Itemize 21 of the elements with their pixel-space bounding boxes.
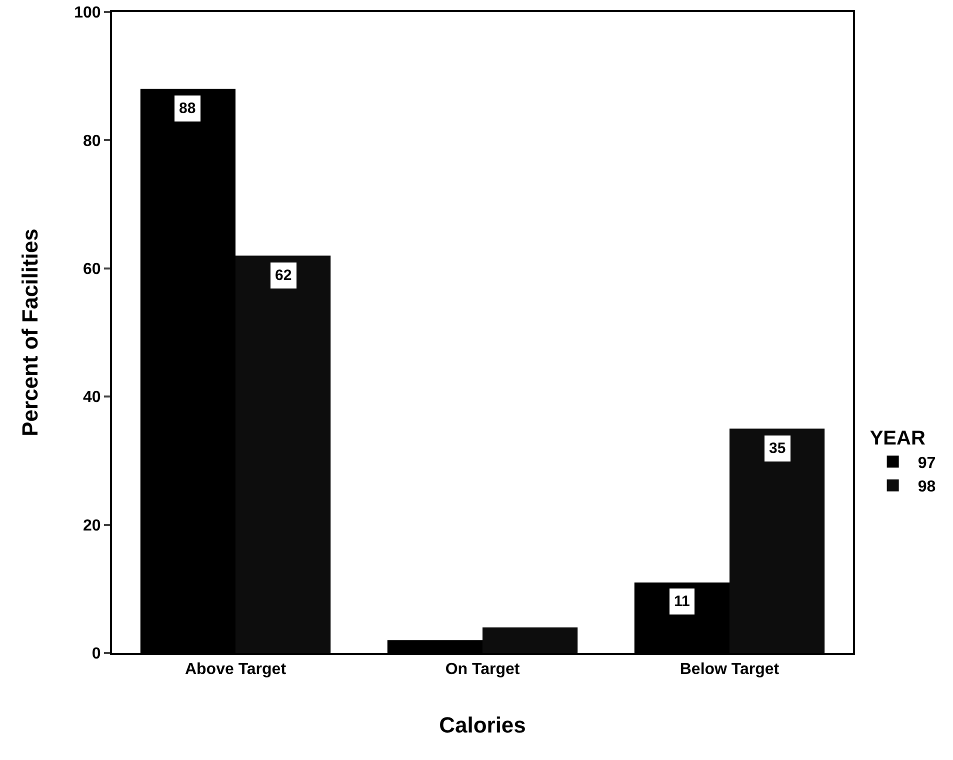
x-tick-label: On Target (445, 661, 520, 678)
data-label: 88 (179, 100, 196, 117)
data-label: 35 (769, 440, 786, 457)
legend-label: 98 (918, 478, 936, 496)
x-tick-label: Below Target (680, 661, 780, 678)
y-tick-label: 100 (74, 4, 101, 22)
bar (236, 256, 331, 653)
data-label: 62 (275, 267, 292, 284)
bar (482, 627, 578, 653)
y-tick-label: 80 (83, 132, 101, 150)
legend-title: YEAR (870, 428, 926, 450)
bar (730, 428, 825, 653)
y-tick-label: 40 (83, 389, 101, 406)
data-label: 11 (674, 593, 690, 610)
legend-label: 97 (918, 454, 936, 472)
y-axis-title: Percent of Facilities (17, 228, 42, 436)
x-axis-title: Calories (439, 712, 526, 738)
x-tick-label: Above Target (184, 661, 287, 678)
y-tick-label: 60 (83, 261, 101, 278)
y-tick-label: 20 (83, 517, 101, 534)
y-tick-label: 0 (92, 646, 101, 663)
